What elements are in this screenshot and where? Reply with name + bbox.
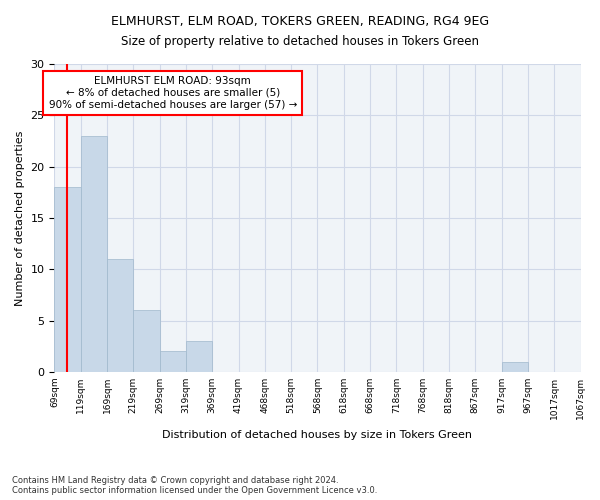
Bar [55, 187, 81, 372]
Text: Contains HM Land Registry data © Crown copyright and database right 2024.
Contai: Contains HM Land Registry data © Crown c… [12, 476, 377, 495]
Text: Size of property relative to detached houses in Tokers Green: Size of property relative to detached ho… [121, 35, 479, 48]
X-axis label: Distribution of detached houses by size in Tokers Green: Distribution of detached houses by size … [163, 430, 472, 440]
Bar [160, 352, 186, 372]
Bar [81, 136, 107, 372]
Bar [107, 259, 133, 372]
Text: ELMHURST, ELM ROAD, TOKERS GREEN, READING, RG4 9EG: ELMHURST, ELM ROAD, TOKERS GREEN, READIN… [111, 15, 489, 28]
Text: ELMHURST ELM ROAD: 93sqm
← 8% of detached houses are smaller (5)
90% of semi-det: ELMHURST ELM ROAD: 93sqm ← 8% of detache… [49, 76, 297, 110]
Bar [502, 362, 528, 372]
Y-axis label: Number of detached properties: Number of detached properties [15, 130, 25, 306]
Bar [186, 341, 212, 372]
Bar [133, 310, 160, 372]
